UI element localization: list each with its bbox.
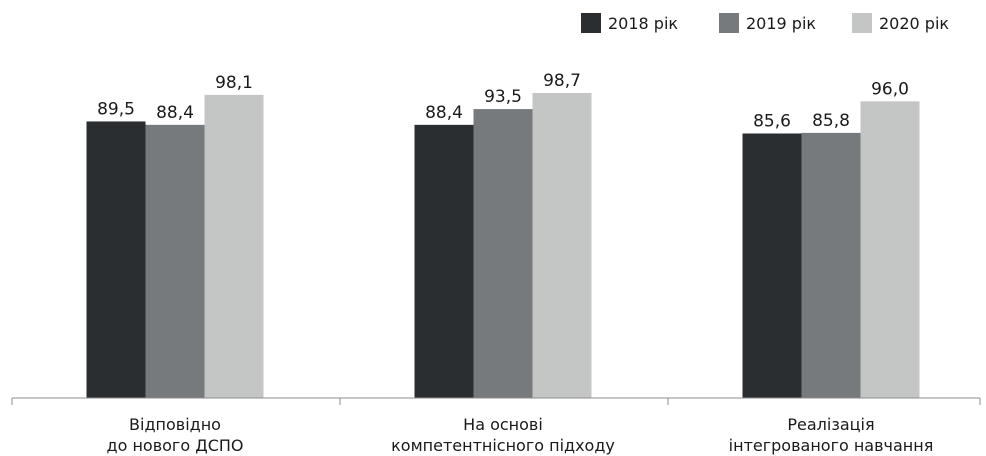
bar-2-3 <box>801 132 861 399</box>
data-label-2-2: 93,5 <box>484 87 522 107</box>
bar-3-2 <box>532 93 592 398</box>
data-label-1-3: 85,6 <box>753 111 791 131</box>
bar-3-1 <box>204 94 264 398</box>
category-label-1-line-1: Відповідно <box>129 415 221 434</box>
legend-swatch-1 <box>581 13 601 33</box>
data-label-1-1: 89,5 <box>97 99 135 119</box>
legend-swatch-3 <box>852 13 872 33</box>
category-label-3-line-1: Реалізація <box>787 415 874 434</box>
category-label-1-line-2: до нового ДСПО <box>107 436 244 455</box>
category-labels: Відповідно до нового ДСПО На основі компете… <box>107 415 934 455</box>
x-axis <box>11 397 981 405</box>
category-label-2-line-2: компетентнісного підходу <box>391 436 615 455</box>
bar-1-1 <box>86 121 146 398</box>
legend-label-2: 2019 рік <box>746 14 816 33</box>
bar-2-1 <box>145 124 205 399</box>
data-label-3-1: 98,1 <box>215 73 253 93</box>
data-label-1-2: 88,4 <box>425 103 463 123</box>
data-label-2-1: 88,4 <box>156 103 194 123</box>
bar-1-2 <box>414 124 474 399</box>
bars-group: 89,5 88,4 98,1 88,4 93,5 98,7 85,6 85,8 96,0 <box>86 71 920 399</box>
legend-label-3: 2020 рік <box>879 14 949 33</box>
legend-swatch-2 <box>719 13 739 33</box>
category-label-2-line-1: На основі <box>463 415 543 434</box>
data-label-3-2: 98,7 <box>543 71 581 91</box>
legend: 2018 рік 2019 рік 2020 рік <box>581 13 949 33</box>
category-label-3-line-2: інтегрованого навчання <box>729 436 934 455</box>
data-label-3-3: 96,0 <box>871 79 909 99</box>
data-label-2-3: 85,8 <box>812 111 850 131</box>
bar-1-3 <box>742 133 802 398</box>
legend-label-1: 2018 рік <box>608 14 678 33</box>
bar-3-3 <box>860 101 920 399</box>
bar-2-2 <box>473 109 533 399</box>
